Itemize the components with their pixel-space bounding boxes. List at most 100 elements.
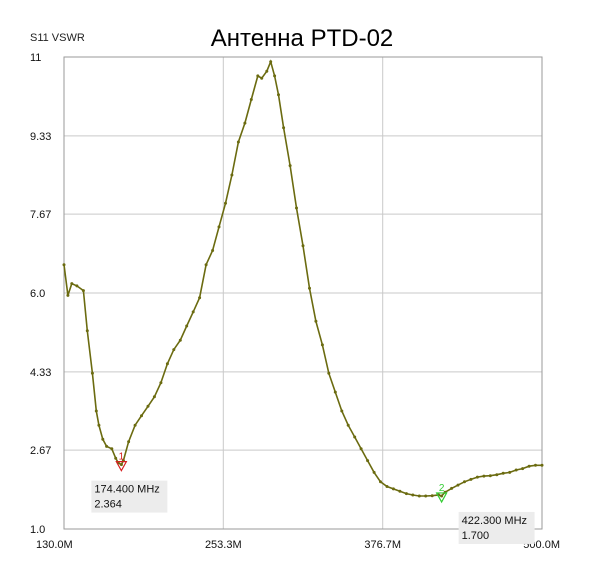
data-point [469, 477, 473, 481]
data-point [185, 324, 189, 328]
data-point [260, 76, 264, 80]
marker-2-triangle [435, 492, 448, 504]
y-tick-label: 7.67 [30, 209, 51, 221]
data-point [198, 296, 202, 300]
data-point [249, 98, 253, 101]
data-point [81, 289, 85, 293]
y-tick-label: 2.67 [30, 445, 51, 457]
data-point [273, 74, 277, 78]
data-point [353, 435, 357, 439]
data-point [404, 492, 408, 496]
data-point [327, 371, 331, 375]
data-point [204, 263, 208, 267]
data-point [501, 471, 505, 475]
chart-title: Антенна PTD-02 [211, 25, 394, 52]
marker-2-value: 1.700 [462, 530, 490, 542]
data-point [398, 489, 402, 493]
data-point [146, 404, 150, 408]
data-point [230, 173, 234, 177]
marker-2-frequency: 422.300 MHz [462, 515, 527, 527]
marker-2-readout-box [458, 511, 535, 544]
marker-2: 2 422.300 MHz 1.700 [435, 483, 535, 544]
marker-1: 1 174.400 MHz 2.364 [91, 452, 168, 513]
data-point [172, 348, 176, 352]
data-point [482, 474, 486, 478]
data-point [450, 486, 454, 490]
y-tick-label: 9.33 [30, 131, 51, 143]
data-point [101, 437, 105, 441]
data-point [456, 483, 460, 487]
data-point [391, 487, 395, 491]
data-point [97, 423, 101, 427]
data-point [288, 164, 292, 168]
data-point [119, 463, 123, 467]
data-point [191, 310, 195, 314]
marker-1-triangle [115, 461, 128, 472]
data-point [417, 494, 421, 498]
data-point [372, 470, 376, 474]
data-point [308, 286, 311, 290]
x-tick-label: 376.7M [364, 539, 401, 551]
y-axis-label: S11 VSWR [30, 32, 85, 44]
data-point [110, 447, 114, 451]
grid [64, 57, 542, 529]
data-point [333, 390, 337, 394]
data-point [127, 440, 131, 444]
y-tick-label: 11 [30, 52, 41, 64]
data-point [269, 60, 273, 64]
x-tick-label: 253.3M [205, 539, 242, 551]
data-point [366, 459, 370, 463]
data-point [463, 480, 466, 484]
y-tick-label: 4.33 [30, 367, 51, 379]
data-point [495, 473, 499, 477]
data-point [114, 456, 118, 460]
data-point [105, 444, 109, 448]
data-point [475, 475, 479, 479]
data-point [295, 206, 298, 210]
data-point [217, 225, 221, 229]
x-tick-label: 130.0M [36, 539, 73, 551]
data-point [70, 282, 74, 286]
data-point [359, 447, 363, 451]
data-point [379, 480, 382, 484]
data-point [66, 293, 70, 297]
data-point [314, 319, 318, 323]
data-point [534, 463, 537, 467]
data-point [165, 362, 169, 366]
marker-2-number: 2 [439, 483, 445, 494]
plot-frame [63, 56, 543, 530]
data-point [236, 140, 240, 144]
data-point [346, 423, 350, 427]
data-point [488, 474, 492, 478]
data-point [85, 329, 89, 333]
data-point [243, 121, 247, 125]
data-point [430, 494, 434, 498]
data-point [133, 423, 137, 427]
data-point [320, 343, 324, 347]
data-point [527, 464, 531, 468]
data-point [265, 69, 269, 73]
vswr-trace [62, 59, 544, 498]
data-point [94, 409, 98, 413]
data-point [340, 409, 344, 413]
y-tick-label: 6.0 [30, 288, 45, 300]
y-tick-label: 1.0 [30, 524, 45, 536]
marker-1-number: 1 [119, 452, 125, 463]
data-point [385, 485, 389, 488]
data-point [224, 201, 227, 205]
data-point [301, 244, 305, 248]
data-point [521, 467, 525, 471]
data-point [256, 74, 260, 78]
data-point [277, 93, 280, 97]
data-point [90, 371, 94, 375]
data-point [152, 395, 156, 399]
data-point [440, 494, 444, 498]
data-point [282, 126, 286, 130]
data-point [75, 284, 79, 288]
data-point [540, 463, 544, 467]
data-point [62, 263, 66, 267]
data-point [508, 470, 512, 474]
marker-1-readout-box [91, 480, 168, 513]
data-point [424, 494, 428, 498]
